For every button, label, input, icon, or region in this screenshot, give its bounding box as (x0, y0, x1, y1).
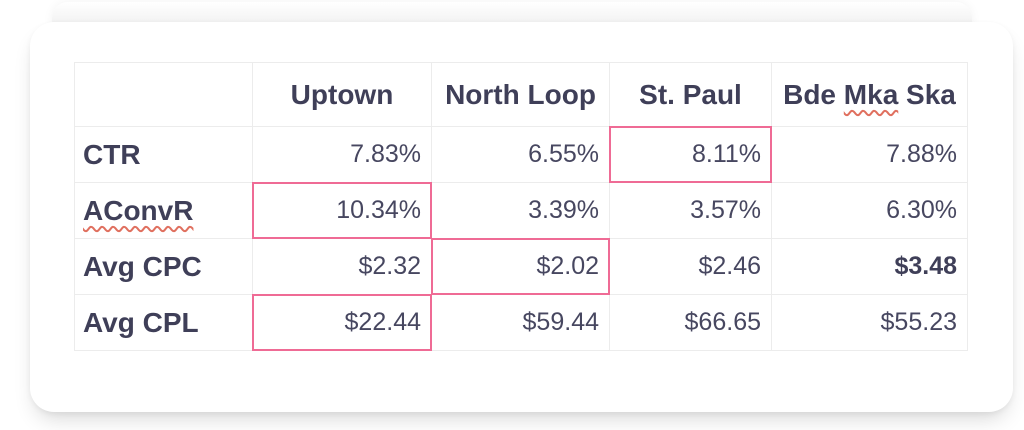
cell-avg-cpl-bde-mka-ska[interactable]: $55.23 (771, 294, 968, 351)
table-row-avg-cpc: Avg CPC $2.32 $2.02 $2.46 $3.48 (74, 238, 968, 296)
row-label-avg-cpl[interactable]: Avg CPL (74, 294, 253, 351)
row-label-ctr[interactable]: CTR (74, 126, 253, 183)
cell-avg-cpc-st-paul[interactable]: $2.46 (609, 238, 772, 295)
cell-avg-cpl-st-paul[interactable]: $66.65 (609, 294, 772, 351)
row-label-aconvr[interactable]: AConvR (74, 182, 253, 239)
cell-avg-cpc-uptown[interactable]: $2.32 (252, 238, 432, 295)
metrics-table: Uptown North Loop St. Paul Bde Mka Ska C… (74, 62, 968, 352)
header-text-pre: Bde (783, 78, 837, 110)
cell-ctr-st-paul[interactable]: 8.11% (609, 126, 773, 184)
misspelled-word: Mka (843, 78, 899, 110)
cell-ctr-bde-mka-ska[interactable]: 7.88% (771, 126, 968, 183)
header-text-post: Ska (906, 78, 956, 110)
column-header-north-loop[interactable]: North Loop (431, 62, 610, 127)
table-row-aconvr: AConvR 10.34% 3.39% 3.57% 6.30% (74, 182, 968, 240)
table-header-row: Uptown North Loop St. Paul Bde Mka Ska (74, 62, 968, 127)
cell-avg-cpc-bde-mka-ska[interactable]: $3.48 (771, 238, 968, 295)
cell-ctr-north-loop[interactable]: 6.55% (431, 126, 610, 183)
row-label-avg-cpc[interactable]: Avg CPC (74, 238, 253, 295)
cell-aconvr-st-paul[interactable]: 3.57% (609, 182, 772, 239)
column-header-bde-mka-ska[interactable]: Bde Mka Ska (771, 62, 968, 127)
table-row-ctr: CTR 7.83% 6.55% 8.11% 7.88% (74, 126, 968, 184)
column-header-st-paul[interactable]: St. Paul (609, 62, 772, 127)
cell-avg-cpc-north-loop[interactable]: $2.02 (431, 238, 611, 296)
column-header-uptown[interactable]: Uptown (252, 62, 432, 127)
slide-card: Uptown North Loop St. Paul Bde Mka Ska C… (30, 22, 1013, 412)
cell-aconvr-bde-mka-ska[interactable]: 6.30% (771, 182, 968, 239)
cell-aconvr-north-loop[interactable]: 3.39% (431, 182, 610, 239)
cell-aconvr-uptown[interactable]: 10.34% (252, 182, 433, 240)
cell-ctr-uptown[interactable]: 7.83% (252, 126, 432, 183)
cell-avg-cpl-north-loop[interactable]: $59.44 (431, 294, 610, 351)
cell-avg-cpl-uptown[interactable]: $22.44 (252, 294, 433, 352)
table-row-avg-cpl: Avg CPL $22.44 $59.44 $66.65 $55.23 (74, 294, 968, 352)
corner-cell[interactable] (74, 62, 253, 127)
